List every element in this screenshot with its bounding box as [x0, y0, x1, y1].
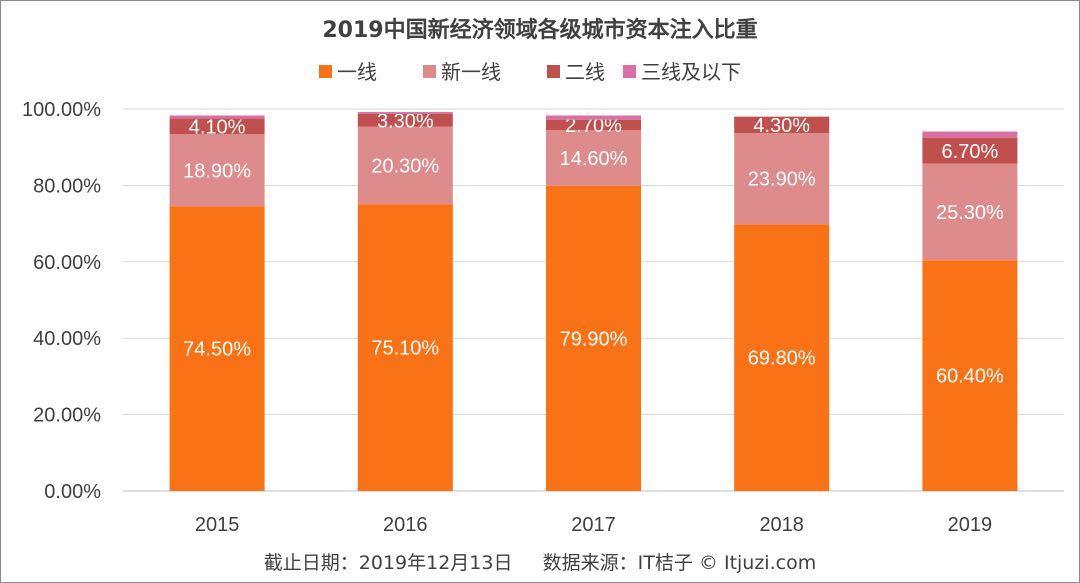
data-label: 3.30% [377, 110, 434, 132]
bar-segment-2 [546, 119, 641, 131]
bar-segment-3 [357, 112, 453, 114]
y-tick-label: 100.00% [22, 99, 101, 121]
bar-segment-1 [169, 134, 265, 207]
bar-segment-2 [922, 138, 1018, 164]
y-tick-label: 0.00% [44, 481, 101, 503]
legend-label-0: 一线 [337, 60, 377, 84]
legend: 一线 新一线 二线 三线及以下 [319, 60, 741, 84]
y-axis: 0.00% 20.00% 40.00% 60.00% 80.00% 100.00% [22, 99, 101, 503]
y-tick-label: 40.00% [33, 328, 101, 350]
legend-label-1: 新一线 [441, 60, 501, 84]
bar-segment-0 [546, 185, 641, 492]
legend-label-2: 二线 [565, 60, 605, 84]
y-tick-label: 80.00% [33, 175, 101, 197]
legend-label-3: 三线及以下 [641, 60, 741, 84]
data-label: 74.50% [183, 339, 251, 361]
footer-note: 截止日期：2019年12月13日 数据来源：IT桔子 © Itjuzi.com [264, 552, 816, 574]
bar-segment-0 [357, 204, 453, 492]
data-label: 4.10% [189, 116, 246, 138]
bar-segment-1 [734, 133, 830, 225]
x-tick-label: 2018 [759, 514, 804, 536]
data-label: 14.60% [560, 148, 628, 170]
bar-segment-0 [734, 224, 830, 491]
bar-segment-0 [169, 206, 265, 491]
x-tick-label: 2019 [948, 514, 993, 536]
legend-swatch-1 [423, 65, 436, 78]
x-tick-label: 2015 [195, 514, 240, 536]
data-label: 79.90% [560, 328, 628, 350]
data-label: 20.30% [371, 155, 439, 177]
bar-segment-0 [922, 260, 1018, 491]
x-tick-label: 2016 [383, 514, 428, 536]
bar-segment-1 [546, 130, 641, 186]
bar-segment-2 [357, 113, 453, 127]
bar-segment-3 [922, 131, 1018, 139]
data-label: 6.70% [942, 141, 999, 163]
x-tick-label: 2017 [571, 514, 616, 536]
bar-segment-1 [922, 163, 1018, 261]
legend-swatch-3 [623, 65, 636, 78]
data-label: 75.10% [371, 338, 439, 360]
data-label: 2.70% [565, 115, 622, 137]
chart-title: 2019中国新经济领域各级城市资本注入比重 [322, 17, 757, 43]
legend-swatch-0 [319, 65, 332, 78]
data-label: 18.90% [183, 160, 251, 182]
data-label: 4.30% [753, 115, 810, 137]
y-tick-label: 60.00% [33, 252, 101, 274]
y-tick-label: 20.00% [33, 405, 101, 427]
x-axis: 2015 2016 2017 2018 2019 [195, 514, 992, 536]
data-label: 60.40% [936, 366, 1004, 388]
bar-segment-3 [169, 115, 265, 119]
bar-segment-2 [734, 116, 830, 134]
data-label: 69.80% [748, 348, 816, 370]
legend-swatch-2 [547, 65, 560, 78]
bar-segment-3 [546, 115, 641, 120]
data-label: 25.30% [936, 202, 1004, 224]
data-label: 23.90% [748, 169, 816, 191]
bar-segment-1 [357, 126, 453, 205]
bar-segment-2 [169, 118, 265, 135]
bars: 74.50% 18.90% 4.10% 75.10% 20.30% 3.30% 79.90%… [169, 110, 1018, 492]
